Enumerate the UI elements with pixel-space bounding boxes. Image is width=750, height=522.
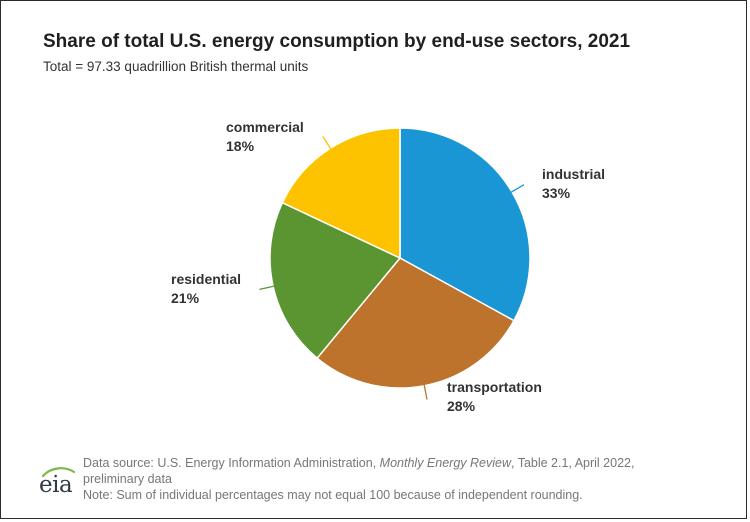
slice-name-commercial: commercial	[226, 119, 304, 135]
slice-label-industrial: industrial 33%	[542, 165, 605, 203]
data-source-suffix: , Table 2.1, April 2022,	[510, 456, 635, 470]
slice-label-commercial: commercial 18%	[226, 118, 304, 156]
pie-leader-lines	[259, 136, 525, 400]
slice-value-residential: 21%	[171, 290, 200, 306]
leader-line-industrial	[508, 184, 525, 195]
eia-logo-text: eia	[39, 472, 73, 498]
data-source-prefix: Data source: U.S. Energy Information Adm…	[83, 456, 380, 470]
slice-value-transportation: 28%	[447, 398, 476, 414]
rounding-note: Note: Sum of individual percentages may …	[83, 488, 583, 502]
leader-line-transportation	[422, 381, 428, 400]
slice-value-commercial: 18%	[226, 138, 255, 154]
data-source-publication: Monthly Energy Review	[379, 456, 511, 470]
leader-line-residential	[259, 284, 278, 291]
pie-slices	[269, 127, 531, 389]
data-source-line-2: preliminary data	[83, 472, 172, 486]
chart-subtitle: Total = 97.33 quadrillion British therma…	[43, 59, 309, 74]
slice-value-industrial: 33%	[542, 185, 571, 201]
data-source-line: Data source: U.S. Energy Information Adm…	[83, 455, 634, 471]
slice-label-transportation: transportation 28%	[447, 378, 542, 416]
slice-name-residential: residential	[171, 271, 242, 287]
chart-title: Share of total U.S. energy consumption b…	[43, 31, 631, 52]
leader-line-commercial	[322, 136, 334, 152]
slice-name-industrial: industrial	[542, 166, 606, 182]
slice-label-residential: residential 21%	[171, 270, 241, 308]
slice-name-transportation: transportation	[447, 379, 542, 395]
eia-logo-icon: eia	[39, 466, 77, 500]
